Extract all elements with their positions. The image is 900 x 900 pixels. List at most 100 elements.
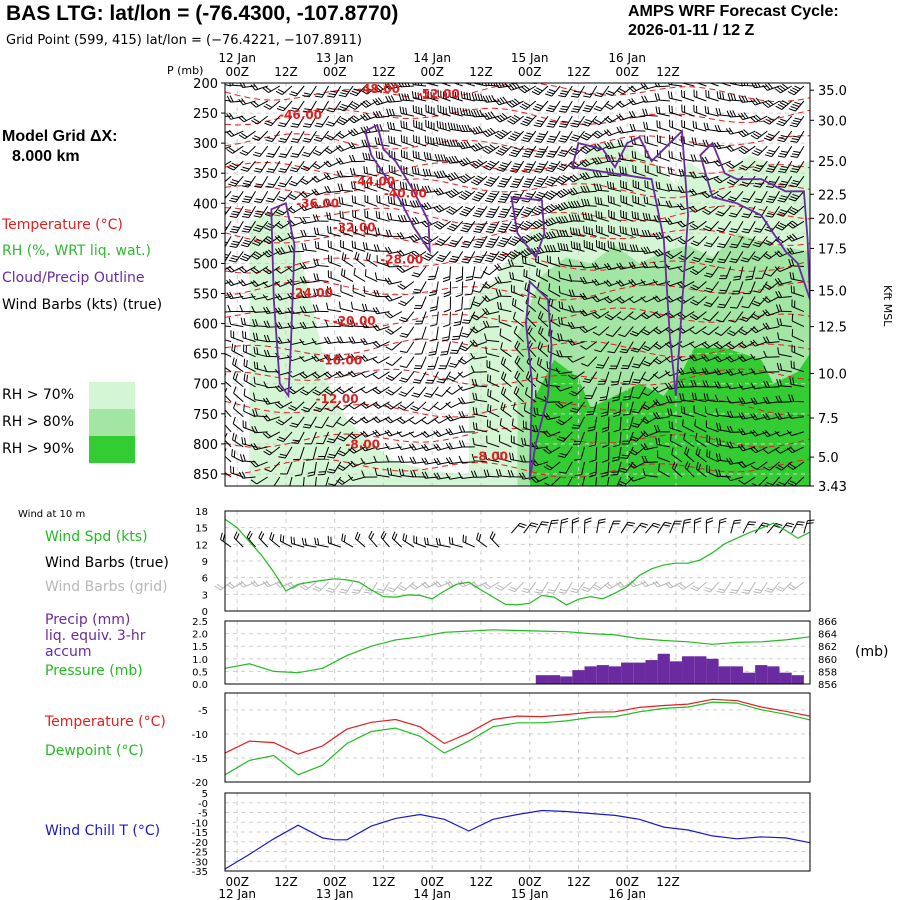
- wind-barb: [729, 251, 744, 263]
- pressure-tick-label: 500: [193, 257, 218, 272]
- wind-barb: [546, 145, 561, 158]
- wind-barb: [445, 401, 463, 409]
- precip-bar: [645, 660, 658, 684]
- panel-tick-label: 0.0: [192, 680, 208, 691]
- height-tick-label: 7.5: [818, 412, 839, 427]
- wind-barb: [397, 401, 415, 411]
- grid-wind-barb: [775, 581, 793, 592]
- grid-wind-barb: [558, 581, 573, 594]
- legend-wind-chill: Wind Chill T (°C): [45, 823, 161, 839]
- wind-barb: [556, 229, 573, 237]
- wind-barb: [287, 205, 305, 214]
- true-wind-barb: [489, 531, 500, 548]
- wind-barb: [306, 446, 317, 461]
- wind-barb: [495, 83, 512, 89]
- temperature-contour: [225, 398, 810, 418]
- wind-barb: [399, 326, 415, 338]
- wind-barb: [496, 160, 512, 172]
- wind-barb: [589, 461, 598, 478]
- wind-barb: [240, 236, 256, 248]
- wind-barb: [299, 321, 317, 329]
- wind-barb: [372, 340, 390, 348]
- true-wind-barb: [301, 537, 317, 548]
- wind-barb: [336, 336, 354, 344]
- panel-tick-label: 12: [195, 540, 208, 551]
- wind-barb: [484, 452, 500, 463]
- wind-barb: [300, 386, 317, 396]
- wind-barb: [595, 356, 610, 369]
- wind-barb: [250, 100, 268, 108]
- precip-bar: [621, 662, 634, 684]
- wind-barb: [695, 447, 707, 463]
- wind-barb: [262, 414, 280, 422]
- wind-barb: [385, 95, 402, 103]
- wind-barb: [583, 85, 598, 98]
- precip-bar: [633, 662, 646, 684]
- wind-barb: [762, 250, 780, 260]
- panel-frame: [224, 510, 811, 612]
- wind-barb: [241, 191, 256, 203]
- wind-barb: [484, 191, 500, 203]
- wind-barb: [263, 381, 280, 389]
- wind-barb: [716, 422, 731, 433]
- wind-barb: [558, 271, 573, 282]
- wind-barb: [601, 461, 610, 478]
- height-axis-label: Kft MSL: [881, 285, 894, 327]
- wind-barb: [622, 401, 634, 416]
- wind-barb: [262, 85, 281, 94]
- wind-barb: [607, 341, 622, 354]
- wind-barb: [289, 160, 305, 173]
- wind-barb: [372, 110, 390, 119]
- wind-barb: [543, 461, 561, 471]
- wind-barb: [412, 281, 427, 294]
- legend-precip: Precip (mm) liq. equiv. 3-hr accum: [45, 612, 146, 660]
- wind-barb: [741, 236, 756, 248]
- wind-barb: [592, 130, 610, 139]
- pressure-tick-label: 250: [193, 107, 218, 122]
- wind-barb: [727, 326, 744, 337]
- panel-tick-label: -20: [192, 838, 208, 849]
- wind-barb: [274, 384, 293, 392]
- wind-barb: [353, 267, 366, 282]
- wind-barb: [447, 236, 464, 248]
- wind-barb: [518, 248, 537, 258]
- wind-barb: [750, 461, 768, 470]
- wind-barb: [530, 476, 549, 483]
- grid-wind-barb: [312, 581, 329, 592]
- wind-barb: [441, 326, 451, 342]
- wind-barb: [514, 340, 524, 358]
- wind-barb: [679, 393, 695, 403]
- wind-barb: [519, 100, 537, 110]
- wind-barb: [387, 196, 402, 207]
- wind-barb: [263, 266, 281, 275]
- wind-barb: [487, 388, 500, 403]
- wind-barb: [788, 100, 805, 112]
- pressure-tick-label: 300: [193, 137, 218, 152]
- wind-barb: [716, 221, 732, 233]
- wind-barb: [457, 140, 475, 150]
- wind-barb: [262, 431, 281, 439]
- wind-barb: [616, 113, 634, 121]
- wind-barb: [226, 95, 244, 103]
- wind-barb: [579, 276, 597, 284]
- legend-cloud-outline: Cloud/Precip Outline: [2, 270, 145, 286]
- wind-barb: [470, 175, 488, 186]
- wind-barb: [701, 354, 719, 362]
- panel-tick-label: 0.5: [192, 667, 208, 678]
- wind-barb: [544, 175, 561, 187]
- true-wind-barb: [380, 530, 390, 548]
- wind-barb: [713, 368, 731, 376]
- wind-barb: [313, 288, 329, 297]
- wind-barb: [487, 374, 500, 388]
- wind-barb: [631, 150, 646, 162]
- grid-wind-barb: [640, 579, 658, 588]
- wind-barb: [360, 85, 378, 95]
- legend-rh80-label: RH > 80%: [2, 414, 75, 430]
- wind-barb: [790, 145, 805, 158]
- wind-barb: [252, 145, 269, 157]
- wind-barb: [364, 180, 378, 192]
- wind-barb: [713, 175, 732, 184]
- wind-barb: [655, 437, 670, 448]
- wind-barb: [469, 142, 488, 152]
- wind-barb: [690, 236, 707, 247]
